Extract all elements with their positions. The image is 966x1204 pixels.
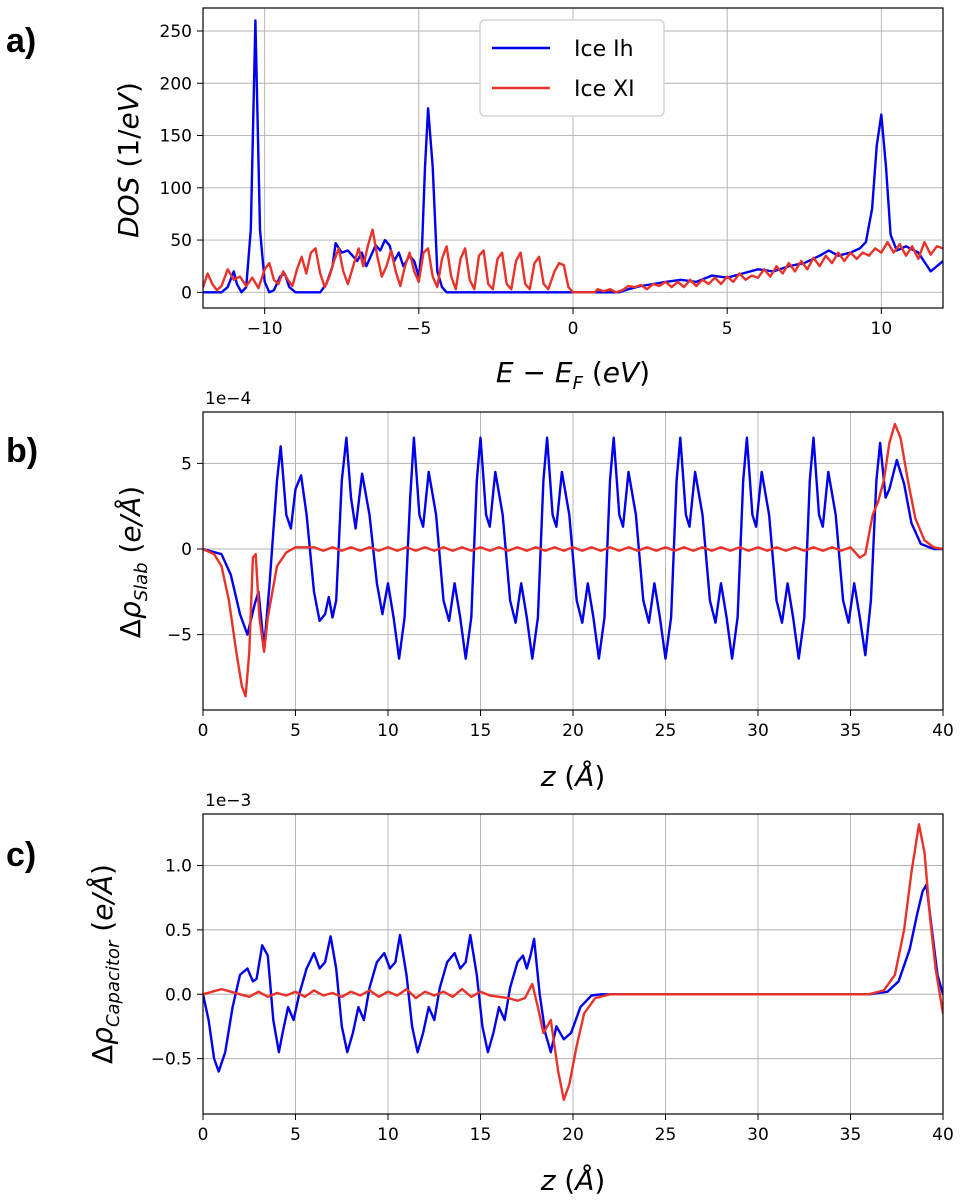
panel-b-ytick-label: −5 — [167, 626, 192, 646]
panel-b-frame — [202, 411, 944, 711]
panel-b-offset-text: 1e−4 — [205, 389, 251, 409]
panel-b-ylabel: ΔρSlab (e/Å) — [113, 486, 152, 638]
panel-a-xtick-label: −10 — [247, 319, 283, 339]
panel-b-slab: 0 5 10 15 20 25 30 35 40 −5 0 5 1e−4 ΔρSlab (e/Å) z… — [113, 389, 954, 793]
panel-b-xtick-label: 15 — [470, 721, 492, 741]
panel-a-ytick-label: 250 — [160, 22, 192, 42]
panel-b-xtick-label: 20 — [562, 721, 584, 741]
panel-a-ytick-label: 0 — [181, 283, 192, 303]
panel-a-ytick-label: 50 — [170, 231, 192, 251]
panel-c-xtick-label: 15 — [470, 1125, 492, 1145]
panel-b-xtick-label: 30 — [747, 721, 769, 741]
panel-c-ytick-label: 1.0 — [165, 857, 192, 877]
panel-c-letter: c) — [6, 836, 36, 874]
panel-c-offset-text: 1e−3 — [205, 791, 251, 811]
legend: Ice Ih Ice XI — [479, 19, 665, 117]
panel-c-xtick-label: 35 — [840, 1125, 862, 1145]
panel-b-letter: b) — [6, 432, 38, 470]
panel-a-series-ice-xi — [203, 228, 943, 294]
panel-a-xlabel: E − EF (eV) — [496, 356, 650, 394]
panel-b-xtick-label: 10 — [377, 721, 399, 741]
panel-b-ytick-label: 0 — [181, 540, 192, 560]
panel-b-xtick-label: 0 — [198, 721, 209, 741]
panel-c-ytick-label: −0.5 — [151, 1050, 192, 1070]
panel-c-xtick-label: 30 — [747, 1125, 769, 1145]
panel-c-xtick-label: 5 — [290, 1125, 301, 1145]
legend-box — [479, 19, 665, 117]
panel-c-ytick-label: 0.5 — [165, 921, 192, 941]
panel-c-ylabel: ΔρCapacitor (e/Å) — [85, 864, 124, 1064]
legend-label-ice-ih: Ice Ih — [574, 37, 634, 62]
panel-c-xtick-label: 25 — [655, 1125, 677, 1145]
panel-c-xtick-label: 10 — [377, 1125, 399, 1145]
panel-a-ytick-label: 200 — [160, 74, 192, 94]
panel-b-xtick-label: 40 — [932, 721, 954, 741]
panel-a-xtick-label: 5 — [722, 319, 733, 339]
panel-a-xtick-label: 10 — [871, 319, 893, 339]
panel-b-series-ice-xi — [203, 422, 943, 698]
legend-label-ice-xi: Ice XI — [574, 77, 635, 102]
panel-b-xtick-label: 35 — [840, 721, 862, 741]
panel-b-series-ice-ih — [203, 436, 943, 660]
panel-c-xtick-label: 20 — [562, 1125, 584, 1145]
panel-b-xtick-label: 25 — [655, 721, 677, 741]
panel-a-xtick-label: −5 — [406, 319, 431, 339]
panel-a-ytick-label: 100 — [160, 179, 192, 199]
panel-a-letter: a) — [6, 22, 36, 60]
panel-c-xtick-label: 0 — [198, 1125, 209, 1145]
panel-c-xlabel: z (Å) — [540, 1163, 606, 1197]
panel-b-xtick-label: 5 — [290, 721, 301, 741]
panel-c-ytick-label: 0.0 — [165, 985, 192, 1005]
panel-a-ytick-label: 150 — [160, 127, 192, 147]
panel-b-ytick-label: 5 — [181, 454, 192, 474]
panel-c-xtick-label: 40 — [932, 1125, 954, 1145]
panel-c-series-ice-ih — [203, 883, 943, 1073]
panel-b-xlabel: z (Å) — [540, 759, 606, 793]
panel-a-ylabel: DOS (1/eV) — [112, 82, 145, 238]
panel-c-frame — [202, 813, 944, 1115]
panel-c-capacitor: 0 5 10 15 20 25 30 35 40 −0.5 0.0 0.5 1.0 1e−3 ΔρCap… — [85, 791, 954, 1197]
panel-a-xtick-label: 0 — [568, 319, 579, 339]
panel-c-series-ice-xi — [203, 823, 943, 1101]
panel-a-frame — [202, 7, 944, 309]
